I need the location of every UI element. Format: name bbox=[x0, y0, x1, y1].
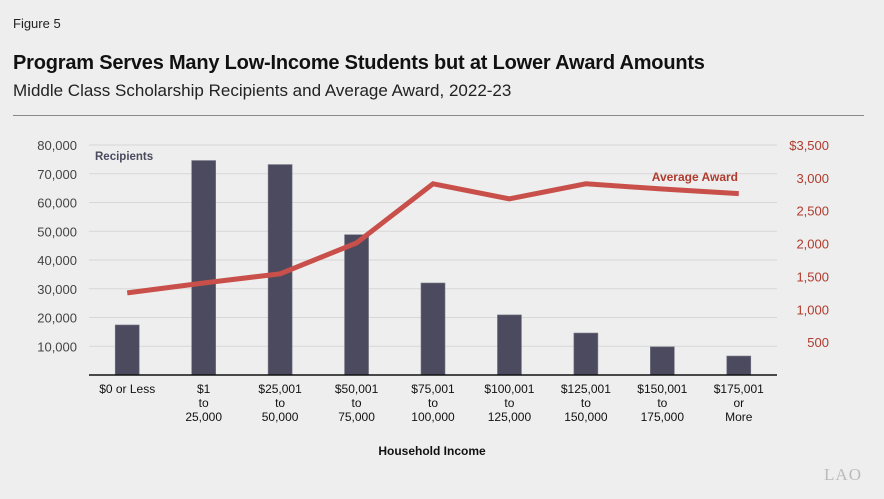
bar bbox=[497, 314, 522, 376]
x-tick-label: to bbox=[275, 396, 285, 410]
bar bbox=[420, 282, 446, 376]
x-tick-label: to bbox=[199, 396, 209, 410]
x-axis-title: Household Income bbox=[378, 444, 486, 458]
x-tick-label: 125,000 bbox=[488, 410, 532, 424]
x-tick-label: to bbox=[657, 396, 667, 410]
divider bbox=[13, 115, 864, 116]
series-label-average-award: Average Award bbox=[652, 170, 738, 184]
chart-title: Program Serves Many Low-Income Students … bbox=[13, 52, 705, 74]
x-tick-label: $0 or Less bbox=[99, 382, 155, 396]
lao-logo: LAO bbox=[824, 465, 862, 484]
x-tick-label: to bbox=[581, 396, 591, 410]
right-tick-label: 1,500 bbox=[796, 269, 829, 284]
x-tick-label: 50,000 bbox=[262, 410, 299, 424]
x-tick-label: $1 bbox=[197, 382, 211, 396]
average-award-line bbox=[126, 181, 739, 296]
x-tick-label: to bbox=[352, 396, 362, 410]
right-tick-label: $3,500 bbox=[789, 138, 829, 153]
series-label-recipients: Recipients bbox=[95, 151, 153, 163]
right-tick-label: 2,000 bbox=[796, 237, 829, 252]
x-tick-label: $125,001 bbox=[561, 382, 611, 396]
bar bbox=[573, 332, 599, 376]
x-tick-label: $100,001 bbox=[484, 382, 534, 396]
x-tick-label: or bbox=[733, 396, 744, 410]
chart-subtitle: Middle Class Scholarship Recipients and … bbox=[13, 81, 512, 100]
left-tick-label: 50,000 bbox=[37, 224, 77, 239]
right-tick-label: 2,500 bbox=[796, 204, 829, 219]
bar bbox=[650, 346, 675, 376]
x-tick-label: 25,000 bbox=[185, 410, 222, 424]
left-tick-label: 70,000 bbox=[37, 167, 77, 182]
x-tick-label: $175,001 bbox=[714, 382, 764, 396]
bar bbox=[191, 160, 216, 376]
x-tick-label: 150,000 bbox=[564, 410, 608, 424]
right-tick-label: 500 bbox=[807, 335, 829, 350]
x-tick-label: $25,001 bbox=[258, 382, 302, 396]
x-tick-label: 75,000 bbox=[338, 410, 375, 424]
x-tick-label: to bbox=[428, 396, 438, 410]
figure-label: Figure 5 bbox=[13, 16, 61, 31]
x-tick-label: 100,000 bbox=[411, 410, 455, 424]
x-tick-label: to bbox=[504, 396, 514, 410]
x-tick-label: $50,001 bbox=[335, 382, 379, 396]
x-tick-label: 175,000 bbox=[641, 410, 685, 424]
left-tick-label: 80,000 bbox=[37, 138, 77, 153]
bar bbox=[344, 234, 369, 376]
x-tick-label: $150,001 bbox=[637, 382, 687, 396]
x-tick-label: $75,001 bbox=[411, 382, 455, 396]
bar bbox=[114, 324, 140, 376]
left-tick-label: 60,000 bbox=[37, 196, 77, 211]
x-tick-label: More bbox=[725, 410, 753, 424]
left-tick-label: 40,000 bbox=[37, 253, 77, 268]
right-tick-label: 1,000 bbox=[796, 302, 829, 317]
bar bbox=[726, 355, 752, 376]
left-tick-label: 10,000 bbox=[37, 339, 77, 354]
left-tick-label: 20,000 bbox=[37, 311, 77, 326]
left-tick-label: 30,000 bbox=[37, 282, 77, 297]
right-tick-label: 3,000 bbox=[796, 171, 829, 186]
